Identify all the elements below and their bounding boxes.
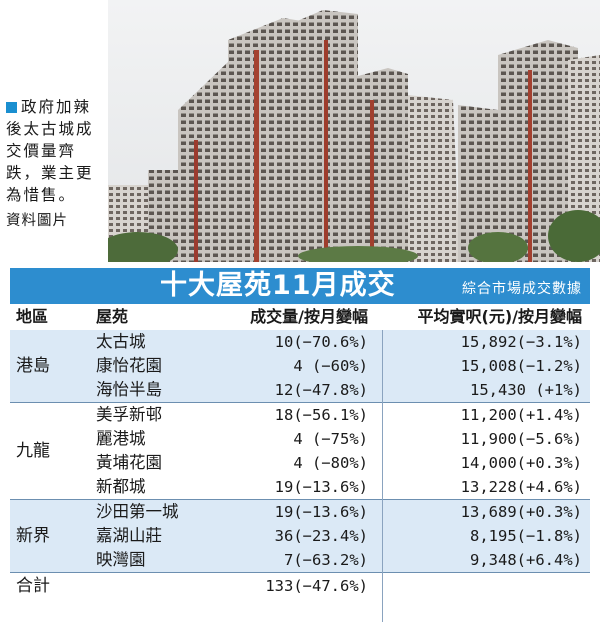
volume-cell: 10(−70.6%) — [274, 333, 368, 351]
volume-cell: 19(−13.6%) — [274, 478, 368, 496]
table-row: 映灣園 7(−63.2%) 9,348(+6.4%) — [10, 548, 590, 572]
price-cell: 8,195(−1.8%) — [470, 527, 582, 545]
volume-cell: 12(−47.8%) — [274, 381, 368, 399]
estate-name: 太古城 — [96, 332, 146, 351]
total-volume: 133(−47.6%) — [265, 577, 368, 595]
estate-name: 麗港城 — [96, 429, 146, 448]
table-row: 嘉湖山莊 36(−23.4%) 8,195(−1.8%) — [10, 524, 590, 548]
volume-cell: 4 (−75%) — [293, 430, 368, 448]
table-title: 十大屋苑11月成交 — [160, 270, 396, 301]
price-cell: 13,689(+0.3%) — [460, 503, 582, 521]
table-row: 沙田第一城 19(−13.6%) 13,689(+0.3%) — [10, 500, 590, 524]
total-row: 合計 133(−47.6%) — [10, 573, 590, 599]
price-cell: 14,000(+0.3%) — [460, 454, 582, 472]
caption-marker-icon — [6, 102, 17, 113]
header-price: 平均實呎(元)/按月變幅 — [417, 307, 582, 326]
caption-text: 政府加辣後太古城成交價量齊跌，業主更為惜售。 — [6, 98, 94, 204]
region-group-kowloon: 九龍 美孚新邨 18(−56.1%) 11,200(+1.4%) 麗港城 4 (… — [10, 403, 590, 500]
header-estate: 屋苑 — [96, 307, 129, 326]
price-cell: 9,348(+6.4%) — [470, 551, 582, 569]
price-cell: 15,892(−3.1%) — [460, 333, 582, 351]
table-row: 太古城 10(−70.6%) 15,892(−3.1%) — [10, 330, 590, 354]
photo-credit: 資料圖片 — [6, 213, 68, 229]
table-row: 新都城 19(−13.6%) 13,228(+4.6%) — [10, 475, 590, 499]
region-label: 九龍 — [16, 441, 50, 461]
volume-cell: 18(−56.1%) — [274, 406, 368, 424]
header-region: 地區 — [16, 307, 49, 326]
table-row: 麗港城 4 (−75%) 11,900(−5.6%) — [10, 427, 590, 451]
photo-caption: 政府加辣後太古城成交價量齊跌，業主更為惜售。 資料圖片 — [6, 96, 108, 232]
estate-name: 海怡半島 — [96, 380, 162, 399]
price-cell: 11,200(+1.4%) — [460, 406, 582, 424]
building-photo — [108, 0, 600, 262]
table-banner: 十大屋苑11月成交 綜合市場成交數據 — [10, 268, 590, 304]
transaction-table: 十大屋苑11月成交 綜合市場成交數據 地區 屋苑 成交量/按月變幅 平均實呎(元… — [10, 268, 590, 622]
estate-name: 黃埔花園 — [96, 453, 162, 472]
table-row: 美孚新邨 18(−56.1%) 11,200(+1.4%) — [10, 403, 590, 427]
header-volume: 成交量/按月變幅 — [250, 307, 368, 326]
estate-name: 康怡花園 — [96, 356, 162, 375]
estate-name: 映灣園 — [96, 550, 146, 569]
estate-name: 沙田第一城 — [96, 502, 179, 521]
table-subtitle: 綜合市場成交數據 — [462, 281, 582, 297]
estate-name: 新都城 — [96, 477, 146, 496]
region-label: 新界 — [16, 526, 50, 546]
region-group-hk-island: 港島 太古城 10(−70.6%) 15,892(−3.1%) 康怡花園 4 (… — [10, 330, 590, 403]
table-body: 港島 太古城 10(−70.6%) 15,892(−3.1%) 康怡花園 4 (… — [10, 330, 590, 596]
estate-name: 嘉湖山莊 — [96, 526, 162, 545]
volume-cell: 7(−63.2%) — [284, 551, 368, 569]
price-cell: 13,228(+4.6%) — [460, 478, 582, 496]
volume-cell: 36(−23.4%) — [274, 527, 368, 545]
photo-section: 政府加辣後太古城成交價量齊跌，業主更為惜售。 資料圖片 — [0, 0, 600, 262]
volume-cell: 4 (−80%) — [293, 454, 368, 472]
region-group-new-territories: 新界 沙田第一城 19(−13.6%) 13,689(+0.3%) 嘉湖山莊 3… — [10, 500, 590, 573]
estate-name: 美孚新邨 — [96, 405, 162, 424]
volume-cell: 19(−13.6%) — [274, 503, 368, 521]
table-row: 黃埔花園 4 (−80%) 14,000(+0.3%) — [10, 451, 590, 475]
price-cell: 11,900(−5.6%) — [460, 430, 582, 448]
total-label: 合計 — [16, 576, 50, 596]
region-label: 港島 — [16, 356, 50, 376]
price-cell: 15,430 (+1%) — [470, 381, 582, 399]
table-row: 海怡半島 12(−47.8%) 15,430 (+1%) — [10, 378, 590, 402]
column-divider — [382, 330, 383, 622]
table-header: 地區 屋苑 成交量/按月變幅 平均實呎(元)/按月變幅 — [10, 304, 590, 330]
price-cell: 15,008(−1.2%) — [460, 357, 582, 375]
table-row: 康怡花園 4 (−60%) 15,008(−1.2%) — [10, 354, 590, 378]
volume-cell: 4 (−60%) — [293, 357, 368, 375]
